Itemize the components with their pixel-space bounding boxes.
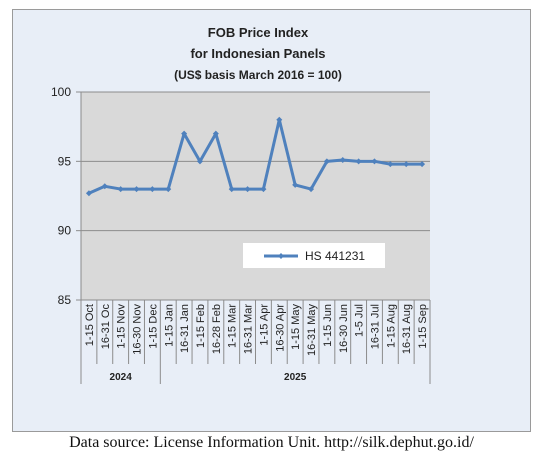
chart-subtitle: (US$ basis March 2016 = 100) [174,68,342,82]
x-tick-label: 16-30 Apr [274,304,286,352]
x-tick-label: 1-15 Jan [163,304,175,347]
data-point [323,158,330,165]
data-point [181,130,188,137]
data-point [244,186,251,193]
data-point [149,186,156,193]
x-tick-label: 1-15 Nov [116,304,128,349]
data-point [260,186,267,193]
x-tick-label: 16-30 Jun [338,304,350,353]
data-point [133,186,140,193]
x-axis: 1-15 Oct 16-31 Oc 1-15 Nov 16-30 Nov 1-15 De… [80,92,431,384]
data-point [403,161,410,168]
x-tick-label: 16-28 Feb [211,304,223,354]
data-point [101,183,108,190]
x-tick-label: 1-15 Feb [195,304,207,348]
x-tick-label: 16-31 Jul [369,304,381,349]
chart-title-line-1: FOB Price Index [208,25,309,40]
x-group-label: 2024 [110,372,133,383]
y-tick-label: 95 [58,154,72,168]
y-axis-ticks: 85 90 95 100 [51,85,81,307]
x-tick-label: 1-15 Aug [385,304,397,348]
series-line [88,118,423,195]
data-point [339,156,346,163]
x-tick-label: 16-31 Oc [100,304,112,350]
data-point [276,116,283,123]
series-hs-441231 [85,116,426,197]
data-point [212,130,219,137]
data-point [355,158,362,165]
data-point [308,186,315,193]
chart-title-line-2: for Indonesian Panels [190,46,325,61]
data-point [196,158,203,165]
x-tick-label: 16-30 Nov [132,304,144,355]
x-tick-label: 16-31 Jan [179,304,191,353]
y-tick-label: 90 [58,224,72,238]
data-point [85,190,92,197]
legend: HS 441231 [243,243,385,268]
y-tick-label: 100 [51,85,71,99]
data-point [228,186,235,193]
data-point [371,158,378,165]
x-tick-label: 16-31 Aug [401,304,413,354]
data-point [387,161,394,168]
legend-label: HS 441231 [305,249,365,263]
x-tick-label: 1-15 Mar [227,304,239,348]
data-point [292,181,299,188]
x-tick-label: 1-15 Dec [147,304,159,349]
x-tick-label: 1-15 May [290,304,302,350]
x-tick-label: 1-15 Sep [417,304,429,349]
x-tick-label: 16-31 May [306,304,318,356]
data-point [419,161,426,168]
x-tick-label: 1-15 Oct [84,304,96,346]
plot-area [81,92,430,300]
data-point [117,186,124,193]
x-group-label: 2025 [284,372,307,383]
data-source-note: Data source: License Information Unit. h… [69,434,474,451]
data-point [165,186,172,193]
y-tick-label: 85 [58,293,72,307]
legend-marker [278,253,284,259]
x-tick-label: 1-15 Jun [322,304,334,347]
x-tick-label: 1-15 Apr [258,304,270,346]
x-tick-label: 1-5 Jul [354,304,366,337]
x-tick-label: 16-31 Mar [243,304,255,354]
